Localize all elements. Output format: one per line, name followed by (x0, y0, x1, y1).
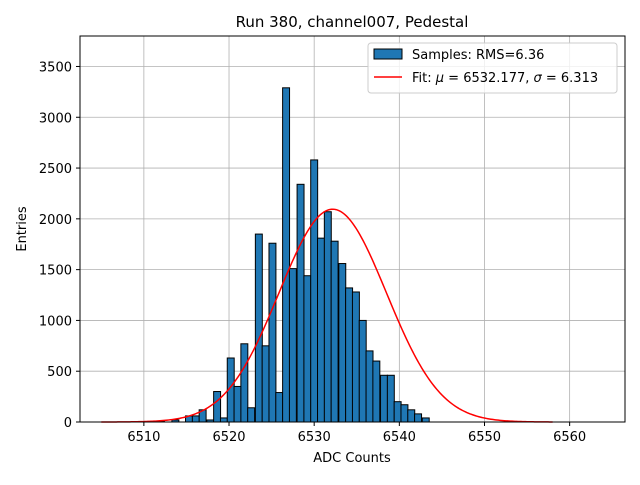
histogram-bar (345, 287, 354, 423)
histogram-bar (317, 237, 325, 423)
histogram-bar (275, 392, 284, 423)
histogram-bar (393, 401, 402, 423)
histogram-bar (268, 242, 277, 423)
legend-fit-prefix: Fit: (412, 71, 436, 86)
histogram-bar (303, 275, 312, 423)
histogram-bar (310, 159, 319, 423)
histogram-bar (380, 374, 388, 423)
legend: Samples: RMS=6.36 Fit: μ = 6532.177, σ =… (367, 42, 618, 94)
x-tick-label: 6510 (127, 430, 160, 445)
histogram-bar (219, 417, 228, 423)
legend-label-samples: Samples: RMS=6.36 (412, 48, 544, 63)
histogram-bar (330, 240, 339, 423)
y-tick-label: 500 (47, 365, 72, 380)
histogram-bar (407, 409, 416, 423)
bars-layer (156, 87, 430, 423)
y-tick-label: 3000 (39, 111, 72, 126)
legend-patch-samples (373, 48, 403, 60)
x-ticks: 6510 6520 6530 6540 6550 6560 (127, 422, 586, 445)
histogram-bar (296, 183, 305, 423)
legend-fit-sigma-value: = 6.313 (542, 71, 598, 86)
y-tick-label: 2000 (39, 213, 72, 228)
chart-title: Run 380, channel007, Pedestal (236, 13, 469, 31)
histogram-bar (421, 417, 430, 423)
x-tick-label: 6520 (212, 430, 245, 445)
histogram-bar (386, 374, 395, 423)
fit-curve (101, 208, 553, 423)
histogram-bar (365, 350, 374, 423)
legend-box (367, 42, 618, 94)
x-tick-label: 6560 (553, 430, 586, 445)
histogram-bar (233, 385, 242, 423)
histogram-bar (372, 360, 381, 423)
histogram-bar (323, 211, 332, 423)
y-ticks: 0 500 1000 1500 2000 2500 3000 3500 (39, 60, 80, 431)
histogram-bar (338, 263, 347, 423)
histogram-bar (191, 415, 200, 423)
y-tick-label: 0 (64, 416, 72, 431)
legend-label-fit: Fit: μ = 6532.177, σ = 6.313 (412, 71, 598, 86)
histogram-bar (358, 319, 367, 423)
y-tick-label: 1000 (39, 314, 72, 329)
x-tick-label: 6530 (298, 430, 331, 445)
histogram-bar (213, 391, 222, 423)
y-tick-label: 1500 (39, 264, 72, 279)
y-axis-label: Entries (15, 206, 30, 252)
legend-fit-mu-value: = 6532.177, (444, 71, 533, 86)
fit-layer (101, 208, 553, 423)
legend-fit-mu-symbol: μ (435, 71, 444, 86)
plot-frame (79, 35, 626, 423)
histogram-bar (400, 404, 409, 423)
histogram-bar (240, 343, 249, 423)
histogram-bar (247, 407, 256, 423)
legend-fit-sigma-symbol: σ (534, 71, 543, 86)
histogram-bar (351, 291, 360, 423)
histogram-bar (254, 233, 263, 423)
x-tick-label: 6540 (383, 430, 416, 445)
x-axis-label: ADC Counts (313, 451, 391, 466)
y-tick-label: 2500 (39, 162, 72, 177)
histogram-bar (414, 413, 423, 423)
y-tick-label: 3500 (39, 60, 72, 75)
histogram-bar (261, 345, 270, 423)
x-tick-label: 6550 (468, 430, 501, 445)
histogram-bar (282, 87, 291, 423)
histogram-bar (288, 268, 297, 423)
